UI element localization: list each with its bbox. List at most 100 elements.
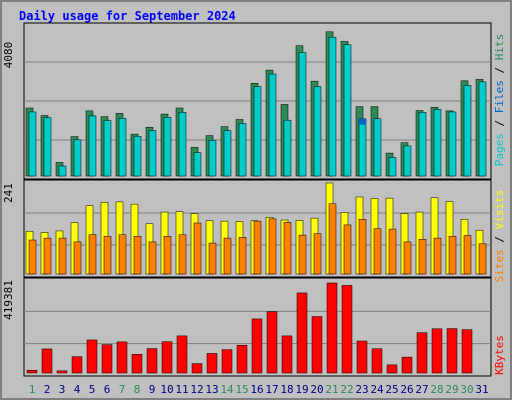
- legend-separator: /: [493, 229, 506, 249]
- files-highlight: [359, 118, 366, 125]
- kbytes-bar: [401, 356, 413, 374]
- x-tick-label: 21: [325, 383, 338, 396]
- files-bar: [253, 86, 262, 177]
- kbytes-bar: [56, 370, 68, 374]
- files-bar: [208, 139, 217, 177]
- kbytes-bar: [356, 340, 368, 374]
- sites-bar: [358, 218, 367, 275]
- sites-bar: [208, 242, 217, 275]
- sites-bar: [298, 234, 307, 275]
- sites-bar: [433, 237, 442, 275]
- sites-bar: [343, 224, 352, 275]
- middle-axis-max: 241: [2, 183, 15, 203]
- kbytes-bar: [146, 348, 158, 374]
- sites-bar: [283, 222, 292, 275]
- kbytes-bar: [71, 356, 83, 374]
- sites-bar: [418, 239, 427, 275]
- legend-item: Sites: [493, 249, 506, 282]
- x-tick-label: 28: [430, 383, 443, 396]
- legend: Pages / Files / Hits: [493, 34, 506, 167]
- sites-bar: [193, 222, 202, 275]
- files-bar: [373, 118, 382, 177]
- sites-bar: [28, 239, 37, 275]
- sites-bar: [448, 235, 457, 275]
- sites-bar: [463, 235, 472, 275]
- x-tick-label: 4: [74, 383, 81, 396]
- sites-bar: [373, 228, 382, 275]
- files-bar: [148, 130, 157, 177]
- sites-bar: [268, 218, 277, 275]
- kbytes-bar: [251, 318, 263, 374]
- files-bar: [478, 81, 487, 177]
- x-tick-label: 9: [149, 383, 156, 396]
- legend-item: Visits: [493, 190, 506, 230]
- sites-bar: [328, 203, 337, 275]
- sites-bar: [43, 237, 52, 275]
- files-bar: [238, 123, 247, 177]
- legend-item: Hits: [493, 34, 506, 61]
- x-tick-label: 13: [205, 383, 218, 396]
- x-tick-label: 31: [475, 383, 488, 396]
- bottom-axis-max: 419381: [2, 280, 15, 320]
- files-bar: [103, 120, 112, 177]
- files-bar: [28, 111, 37, 177]
- x-tick-label: 1: [29, 383, 36, 396]
- legend-item: KBytes: [493, 335, 506, 375]
- sites-bar: [238, 237, 247, 275]
- kbytes-bar: [176, 335, 188, 374]
- x-tick-label: 19: [295, 383, 308, 396]
- sites-bar: [133, 235, 142, 275]
- files-bar: [88, 115, 97, 177]
- x-tick-label: 16: [250, 383, 263, 396]
- kbytes-bar: [131, 354, 143, 374]
- x-tick-label: 27: [415, 383, 428, 396]
- sites-bar: [58, 237, 67, 275]
- x-tick-label: 2: [44, 383, 51, 396]
- kbytes-bar: [191, 363, 203, 374]
- x-tick-label: 18: [280, 383, 293, 396]
- kbytes-bar: [101, 344, 113, 374]
- x-tick-label: 25: [385, 383, 398, 396]
- x-tick-label: 14: [220, 383, 234, 396]
- kbytes-bar: [371, 348, 383, 374]
- x-tick-label: 17: [265, 383, 278, 396]
- files-bar: [268, 73, 277, 177]
- files-bar: [313, 86, 322, 177]
- files-bar: [163, 117, 172, 177]
- chart-title: Daily usage for September 2024: [19, 9, 236, 23]
- kbytes-bar: [446, 328, 458, 374]
- legend-separator: /: [493, 60, 506, 80]
- sites-bar: [403, 241, 412, 275]
- legend-item: Files: [493, 80, 506, 113]
- x-tick-label: 10: [160, 383, 173, 396]
- sites-bar: [103, 235, 112, 275]
- files-bar: [328, 36, 337, 177]
- sites-bar: [253, 220, 262, 275]
- kbytes-bar: [416, 332, 428, 374]
- sites-bar: [148, 241, 157, 275]
- files-bar: [193, 152, 202, 177]
- files-bar: [133, 136, 142, 177]
- x-tick-label: 5: [89, 383, 96, 396]
- x-tick-label: 23: [355, 383, 368, 396]
- legend: KBytes: [493, 335, 506, 375]
- x-tick-label: 11: [175, 383, 188, 396]
- files-bar: [463, 85, 472, 177]
- kbytes-bar: [161, 341, 173, 374]
- kbytes-bar: [341, 285, 353, 374]
- sites-bar: [178, 234, 187, 275]
- files-bar: [448, 111, 457, 177]
- sites-bar: [223, 237, 232, 275]
- kbytes-bar: [296, 292, 308, 374]
- files-bar: [343, 44, 352, 177]
- kbytes-bar: [26, 369, 38, 374]
- sites-bar: [73, 241, 82, 275]
- files-bar: [403, 145, 412, 177]
- kbytes-bar: [206, 353, 218, 374]
- sites-bar: [388, 228, 397, 275]
- x-tick-label: 24: [370, 383, 384, 396]
- files-bar: [43, 117, 52, 177]
- kbytes-bar: [326, 282, 338, 374]
- kbytes-bar: [431, 328, 443, 374]
- files-bar: [58, 165, 67, 177]
